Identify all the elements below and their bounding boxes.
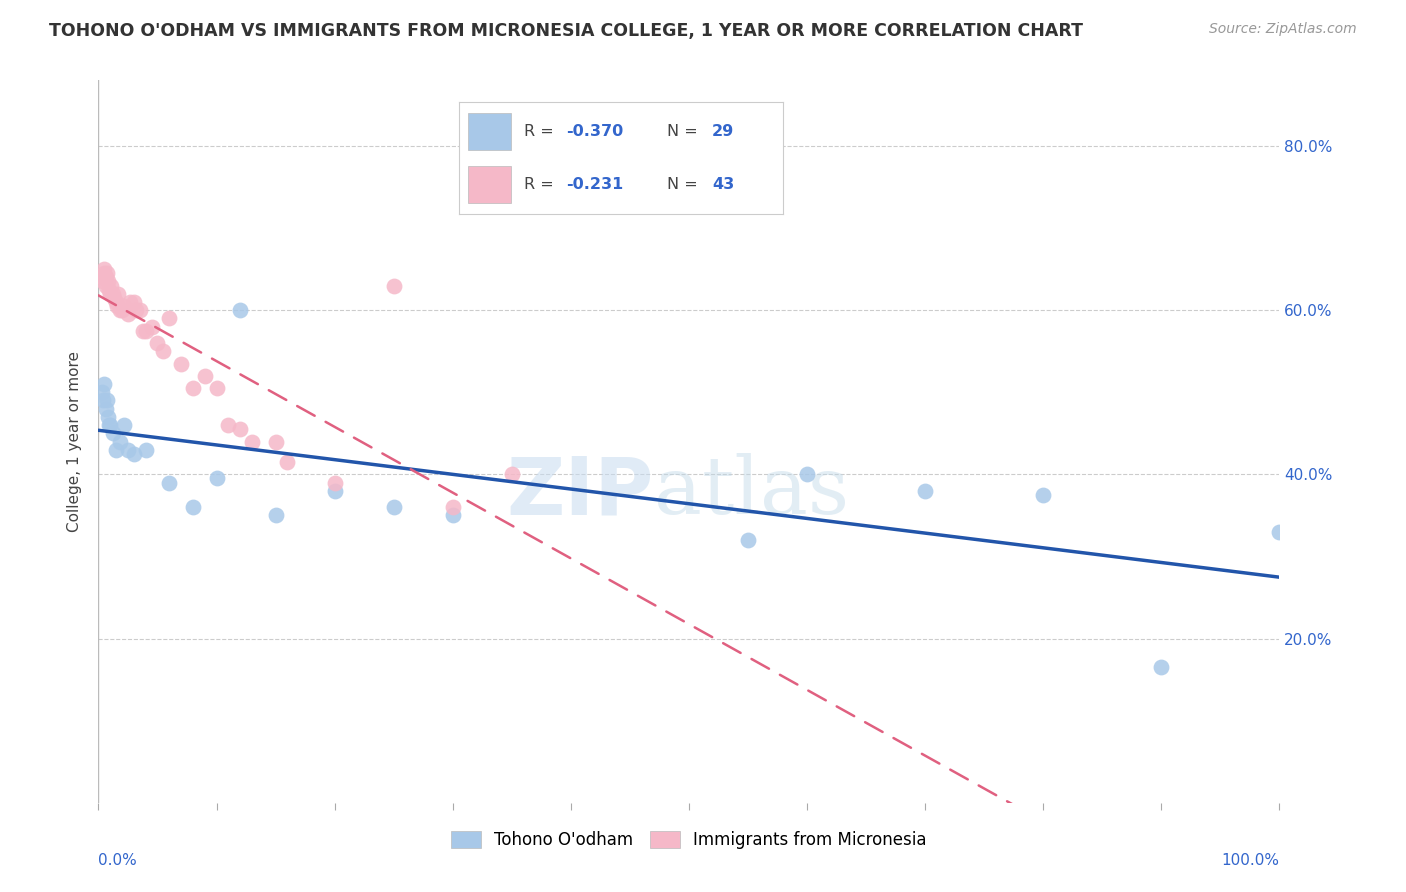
- Point: [100, 278, 122, 293]
- Point: [108, 434, 131, 449]
- Text: 0.0%: 0.0%: [98, 854, 138, 869]
- Point: [170, 357, 193, 371]
- Point: [132, 324, 155, 338]
- Point: [382, 278, 405, 293]
- Point: [205, 381, 228, 395]
- Point: [117, 442, 139, 457]
- Point: [98, 418, 121, 433]
- Point: [111, 303, 134, 318]
- Point: [229, 303, 252, 318]
- Point: [98, 283, 121, 297]
- Point: [96, 266, 118, 280]
- Point: [98, 418, 121, 433]
- Point: [103, 291, 125, 305]
- Point: [181, 381, 204, 395]
- Point: [91, 270, 114, 285]
- Point: [93, 262, 115, 277]
- Point: [128, 303, 150, 318]
- Point: [125, 303, 148, 318]
- Point: [135, 442, 157, 457]
- Point: [112, 418, 135, 433]
- Point: [796, 467, 818, 482]
- Point: [382, 500, 405, 515]
- Point: [264, 434, 287, 449]
- Point: [146, 336, 169, 351]
- Point: [194, 368, 217, 383]
- Point: [181, 500, 204, 515]
- Text: ZIP: ZIP: [506, 453, 654, 531]
- Point: [105, 442, 128, 457]
- Point: [1150, 660, 1173, 674]
- Text: 100.0%: 100.0%: [1222, 854, 1279, 869]
- Point: [105, 295, 128, 310]
- Point: [141, 319, 163, 334]
- Point: [117, 307, 139, 321]
- Point: [323, 483, 346, 498]
- Point: [152, 344, 174, 359]
- Legend: Tohono O'odham, Immigrants from Micronesia: Tohono O'odham, Immigrants from Micrones…: [444, 824, 934, 856]
- Point: [737, 533, 759, 547]
- Point: [1032, 488, 1054, 502]
- Text: Source: ZipAtlas.com: Source: ZipAtlas.com: [1209, 22, 1357, 37]
- Point: [108, 303, 131, 318]
- Point: [94, 278, 117, 293]
- Point: [205, 471, 228, 485]
- Point: [112, 299, 135, 313]
- Y-axis label: College, 1 year or more: College, 1 year or more: [67, 351, 83, 532]
- Point: [264, 508, 287, 523]
- Point: [501, 467, 523, 482]
- Point: [122, 295, 145, 310]
- Point: [94, 270, 117, 285]
- Point: [157, 475, 180, 490]
- Point: [122, 447, 145, 461]
- Point: [98, 286, 121, 301]
- Point: [323, 475, 346, 490]
- Point: [91, 385, 114, 400]
- Point: [96, 393, 118, 408]
- Text: TOHONO O'ODHAM VS IMMIGRANTS FROM MICRONESIA COLLEGE, 1 YEAR OR MORE CORRELATION: TOHONO O'ODHAM VS IMMIGRANTS FROM MICRON…: [49, 22, 1083, 40]
- Point: [229, 422, 252, 436]
- Point: [93, 266, 115, 280]
- Point: [97, 409, 120, 424]
- Point: [91, 275, 114, 289]
- Point: [120, 295, 142, 310]
- Point: [91, 393, 114, 408]
- Point: [94, 401, 117, 416]
- Point: [1268, 524, 1291, 539]
- Point: [107, 286, 129, 301]
- Point: [217, 418, 239, 433]
- Point: [914, 483, 936, 498]
- Point: [157, 311, 180, 326]
- Point: [441, 508, 464, 523]
- Point: [276, 455, 298, 469]
- Point: [240, 434, 263, 449]
- Point: [101, 286, 124, 301]
- Point: [97, 275, 120, 289]
- Point: [105, 299, 128, 313]
- Text: atlas: atlas: [654, 453, 849, 531]
- Point: [135, 324, 157, 338]
- Point: [93, 377, 115, 392]
- Point: [441, 500, 464, 515]
- Point: [101, 426, 124, 441]
